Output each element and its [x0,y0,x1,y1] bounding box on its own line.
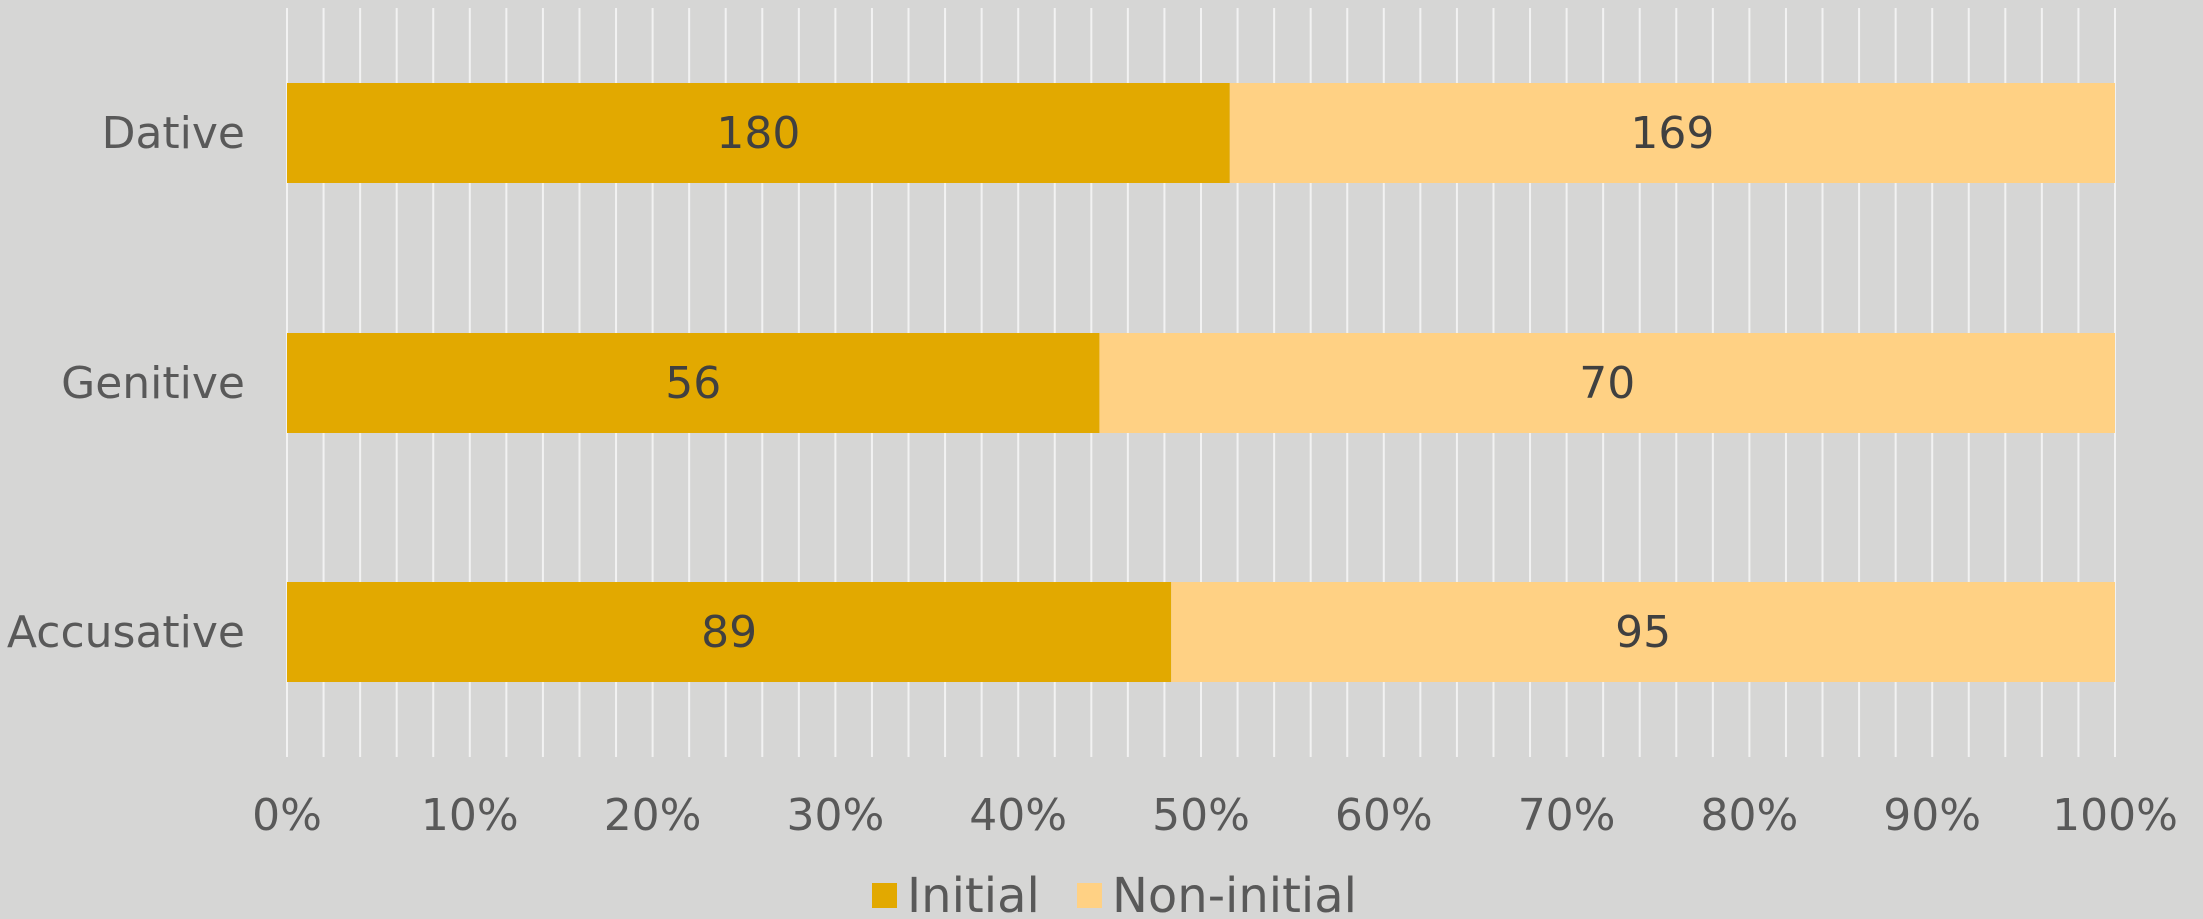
data-label: 89 [701,607,757,658]
x-tick-label: 20% [604,790,702,841]
x-tick-label: 10% [421,790,519,841]
bar-genitive-non-initial [1099,333,2115,433]
bar-dative-non-initial [1229,83,2115,183]
legend-label-initial: Initial [907,868,1040,919]
x-tick-label: 40% [969,790,1067,841]
x-tick-label: 30% [787,790,885,841]
bar-genitive-initial [287,333,1100,433]
category-labels: Dative Genitive Accusative [7,108,245,658]
legend-swatch-initial [872,883,897,908]
legend-label-non-initial: Non-initial [1112,868,1357,919]
legend: Initial Non-initial [872,868,1357,919]
x-axis-tick-labels: 0% 10% 20% 30% 40% 50% 60% 70% 80% 90% 100% [252,790,2178,841]
data-label: 70 [1579,358,1635,409]
bar-dative-initial [287,83,1230,183]
x-tick-label: 90% [1883,790,1981,841]
data-label: 56 [665,358,721,409]
category-label: Dative [102,108,245,159]
bar-accusative-non-initial [1171,582,2115,682]
bar-accusative-initial [287,582,1172,682]
data-label: 95 [1615,607,1671,658]
x-tick-label: 70% [1518,790,1616,841]
data-label: 180 [716,108,800,159]
x-tick-label: 80% [1701,790,1799,841]
bars: 180 169 56 70 89 95 [287,83,2115,682]
category-label: Accusative [7,607,245,658]
category-label: Genitive [61,358,245,409]
data-label: 169 [1630,108,1714,159]
x-tick-label: 0% [252,790,322,841]
x-tick-label: 100% [2052,790,2178,841]
x-tick-label: 50% [1152,790,1250,841]
x-tick-label: 60% [1335,790,1433,841]
legend-swatch-non-initial [1077,883,1102,908]
